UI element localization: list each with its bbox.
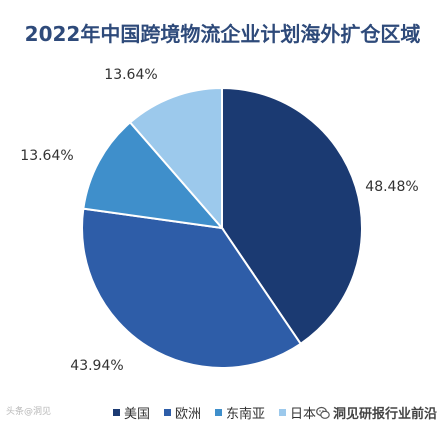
legend-item-southeast-asia: 东南亚: [215, 403, 265, 422]
legend-swatch-southeast-asia: [215, 409, 223, 416]
pie-slice-southeast-asia: [82, 120, 225, 230]
source-credit: 洞见研报行业前沿: [316, 403, 437, 422]
data-label-europe: 43.94%: [70, 358, 123, 374]
data-label-southeast-asia: 13.64%: [20, 148, 73, 164]
chart-title: 2022年中国跨境物流企业计划海外扩仓区域: [24, 22, 421, 46]
pie-slice-europe: [81, 207, 303, 369]
pie-slice-japan: [128, 86, 223, 231]
legend-item-japan: 日本: [279, 403, 316, 422]
legend-item-us: 美国: [113, 403, 150, 422]
source-label: 洞见研报行业前沿: [332, 407, 437, 422]
legend-label-southeast-asia: 东南亚: [226, 407, 266, 422]
data-label-japan: 13.64%: [104, 67, 157, 83]
legend-swatch-japan: [279, 409, 287, 416]
legend-label-japan: 日本: [290, 407, 317, 422]
legend-label-europe: 欧洲: [175, 407, 202, 422]
chart-legend: 美国 欧洲 东南亚 日本: [113, 403, 316, 422]
legend-swatch-us: [113, 409, 120, 416]
watermark-text: 头条@洞见: [6, 407, 52, 417]
data-label-us: 48.48%: [365, 179, 418, 195]
legend-item-europe: 欧洲: [164, 403, 201, 422]
legend-swatch-europe: [164, 409, 172, 416]
pie-slice-us: [221, 86, 363, 346]
legend-label-us: 美国: [124, 407, 151, 422]
wechat-icon: [316, 406, 330, 419]
